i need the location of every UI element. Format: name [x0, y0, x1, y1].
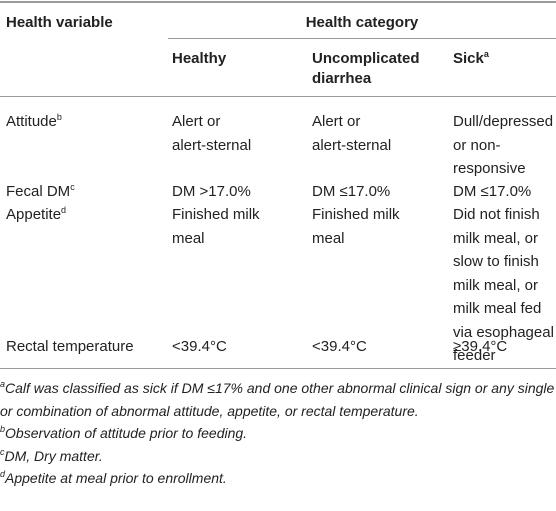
cell: DM ≤17.0%: [312, 180, 390, 203]
footnote-marker: b: [0, 424, 6, 434]
cell: DM >17.0%: [172, 180, 251, 203]
column-header: diarrhea: [312, 67, 371, 90]
row-label-text: Attitude: [6, 113, 57, 130]
footnote-marker: a: [0, 379, 6, 389]
footnote-text: DM, Dry matter.: [4, 447, 103, 464]
column-header: Sicka: [453, 47, 489, 70]
cell: alert-sternal: [172, 134, 251, 157]
cell-text: via esophageal: [453, 323, 554, 341]
footnote-text: Appetite at meal prior to enrollment.: [5, 470, 227, 486]
cell: meal: [172, 227, 205, 250]
row-label: Rectal temperature: [6, 335, 134, 358]
cell-text: alert-sternal: [172, 136, 252, 154]
cell-text: meal: [312, 229, 345, 247]
cell: milk meal, or: [453, 274, 538, 297]
cell: Dull/depressed: [453, 110, 553, 133]
cell-text: slow to finish: [453, 253, 539, 270]
row-label-text: Rectal temperature: [6, 338, 134, 355]
cell: alert-sternal: [312, 134, 391, 157]
cell: meal: [312, 227, 345, 250]
row-label-text: Fecal DM: [6, 183, 71, 200]
cell-text: Dull/depressed: [453, 113, 554, 130]
cell: DM ≤17.0%: [453, 180, 531, 203]
row-label-text: Appetite: [6, 206, 62, 223]
bottom-rule: [0, 368, 556, 369]
row-label: Fecal DMc: [6, 180, 75, 203]
superscript: b: [56, 112, 62, 122]
footnote-text: Calf was classified as sick if DM ≤17% a…: [5, 380, 555, 396]
cell: Alert or: [172, 110, 220, 133]
cell: milk meal, or: [453, 227, 538, 250]
superscript: d: [61, 205, 67, 215]
cell-text: Finished milk: [312, 206, 400, 223]
cell-text: Alert or: [172, 113, 221, 130]
cell: <39.4°C: [172, 335, 227, 358]
cell-text: Alert or: [312, 113, 361, 130]
footnote: aCalf was classified as sick if DM ≤17% …: [0, 377, 554, 400]
cell-text: ≥39.4°C: [453, 338, 508, 355]
cell-text: alert-sternal: [312, 136, 392, 154]
footnote-text: or combination of abnormal attitude, app…: [0, 402, 419, 419]
cell: feeder: [453, 344, 496, 367]
cell-text: DM ≤17.0%: [312, 183, 391, 200]
column-header: Healthy: [172, 47, 226, 70]
cell: slow to finish: [453, 250, 539, 273]
footnote: or combination of abnormal attitude, app…: [0, 400, 419, 423]
footnote: bObservation of attitude prior to feedin…: [0, 422, 247, 445]
header-rule: [0, 96, 556, 97]
cell: via esophageal: [453, 321, 554, 344]
cell-text: <39.4°C: [312, 338, 367, 355]
cell: Did not finish: [453, 203, 540, 226]
cell-text: Did not finish: [453, 206, 540, 223]
cell-text: feeder: [453, 347, 496, 364]
footnote-marker: c: [0, 446, 5, 457]
cell: Finished milk: [172, 203, 260, 226]
column-header-text: diarrhea: [312, 70, 372, 87]
cell-text: or non-: [453, 136, 501, 154]
cell-text: Finished milk: [172, 206, 260, 223]
footnote-marker: d: [0, 469, 6, 479]
footnote: cDM, Dry matter.: [0, 445, 103, 468]
column-header: Uncomplicated: [312, 47, 420, 70]
column-header-text: Healthy: [172, 50, 227, 67]
cell-text: DM ≤17.0%: [453, 183, 532, 200]
column-header: Health variable: [6, 14, 113, 31]
top-rule: [0, 1, 556, 3]
group-header: Health category: [305, 14, 419, 31]
cell-text: milk meal fed: [453, 300, 542, 317]
superscript: c: [70, 182, 75, 192]
cell: Finished milk: [312, 203, 400, 226]
cell: Alert or: [312, 110, 360, 133]
cell-text: milk meal, or: [453, 229, 539, 247]
cell: milk meal fed: [453, 297, 541, 320]
row-label: Attitudeb: [6, 110, 62, 133]
cell-text: <39.4°C: [172, 338, 227, 355]
cell: responsive: [453, 157, 526, 180]
row-label: Appetited: [6, 203, 66, 226]
cell-text: milk meal, or: [453, 276, 539, 294]
cell-text: meal: [172, 229, 205, 247]
cell-text: responsive: [453, 160, 526, 177]
column-header-text: Sick: [453, 50, 484, 67]
cell: or non-: [453, 134, 501, 157]
footnote-text: Observation of attitude prior to feeding…: [5, 425, 248, 441]
column-header-text: Uncomplicated: [312, 50, 420, 67]
superscript: a: [483, 49, 489, 59]
group-rule: [168, 38, 556, 39]
cell: <39.4°C: [312, 335, 367, 358]
cell: ≥39.4°C: [453, 335, 507, 358]
cell-text: DM >17.0%: [172, 183, 251, 200]
footnote: dAppetite at meal prior to enrollment.: [0, 467, 227, 490]
